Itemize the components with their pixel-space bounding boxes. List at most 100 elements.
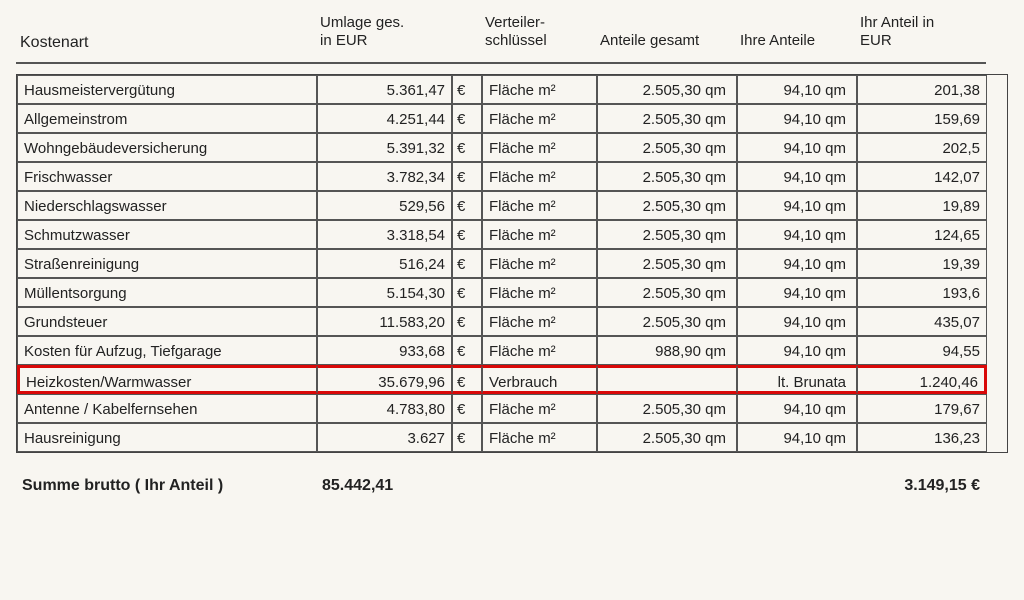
cell-total: 2.505,30 qm: [597, 191, 737, 220]
cell-amount: 11.583,20: [317, 307, 452, 336]
cell-total: 2.505,30 qm: [597, 278, 737, 307]
cell-yours: lt. Brunata: [737, 365, 857, 394]
table-row: Allgemeinstrom4.251,44€Fläche m²2.505,30…: [17, 104, 1007, 133]
cell-key: Fläche m²: [482, 394, 597, 423]
cell-share: 136,23: [857, 423, 987, 452]
cell-name: Wohngebäudeversicherung: [17, 133, 317, 162]
table-row: Müllentsorgung5.154,30€Fläche m²2.505,30…: [17, 278, 1007, 307]
cell-total: 2.505,30 qm: [597, 162, 737, 191]
cell-share: 159,69: [857, 104, 987, 133]
header-ihr-anteil-l2: EUR: [860, 32, 892, 49]
table-row: Hausmeistervergütung5.361,47€Fläche m²2.…: [17, 75, 1007, 104]
cell-share: 435,07: [857, 307, 987, 336]
cell-total: 988,90 qm: [597, 336, 737, 365]
cell-key: Fläche m²: [482, 307, 597, 336]
cell-share: 142,07: [857, 162, 987, 191]
table-footer: Summe brutto ( Ihr Anteil ) 85.442,41 3.…: [16, 475, 1008, 497]
cell-yours: 94,10 qm: [737, 423, 857, 452]
cell-name: Niederschlagswasser: [17, 191, 317, 220]
cell-name: Müllentsorgung: [17, 278, 317, 307]
cell-yours: 94,10 qm: [737, 133, 857, 162]
cell-name: Grundsteuer: [17, 307, 317, 336]
cell-name: Hausmeistervergütung: [17, 75, 317, 104]
cell-amount: 5.154,30: [317, 278, 452, 307]
table-header: Kostenart Umlage ges. in EUR Verteiler- …: [16, 12, 1008, 64]
cell-amount: 4.783,80: [317, 394, 452, 423]
cell-key: Fläche m²: [482, 162, 597, 191]
cell-currency: €: [452, 423, 482, 452]
cell-share: 19,89: [857, 191, 987, 220]
cell-currency: €: [452, 191, 482, 220]
cell-yours: 94,10 qm: [737, 220, 857, 249]
cell-amount: 35.679,96: [317, 365, 452, 394]
header-verteiler-l1: Verteiler-: [485, 14, 545, 31]
cell-key: Fläche m²: [482, 75, 597, 104]
cell-yours: 94,10 qm: [737, 394, 857, 423]
cost-table: Hausmeistervergütung5.361,47€Fläche m²2.…: [16, 74, 1008, 453]
cell-total: 2.505,30 qm: [597, 104, 737, 133]
table-row: Niederschlagswasser529,56€Fläche m²2.505…: [17, 191, 1007, 220]
cell-name: Allgemeinstrom: [17, 104, 317, 133]
cell-total: 2.505,30 qm: [597, 133, 737, 162]
header-ihr-anteil-l1: Ihr Anteil in: [860, 14, 934, 31]
cell-total: 2.505,30 qm: [597, 423, 737, 452]
cell-yours: 94,10 qm: [737, 191, 857, 220]
header-ihr-anteil: Ihr Anteil in EUR: [856, 12, 986, 64]
cell-yours: 94,10 qm: [737, 307, 857, 336]
cell-name: Schmutzwasser: [17, 220, 317, 249]
cell-key: Verbrauch: [482, 365, 597, 394]
table-row: Antenne / Kabelfernsehen4.783,80€Fläche …: [17, 394, 1007, 423]
cell-yours: 94,10 qm: [737, 104, 857, 133]
header-kostenart: Kostenart: [16, 12, 316, 64]
cell-key: Fläche m²: [482, 220, 597, 249]
table-row: Schmutzwasser3.318,54€Fläche m²2.505,30 …: [17, 220, 1007, 249]
cell-amount: 4.251,44: [317, 104, 452, 133]
cell-amount: 529,56: [317, 191, 452, 220]
cell-name: Hausreinigung: [17, 423, 317, 452]
cell-currency: €: [452, 336, 482, 365]
header-umlage: Umlage ges. in EUR: [316, 12, 451, 64]
cell-name: Kosten für Aufzug, Tiefgarage: [17, 336, 317, 365]
cell-currency: €: [452, 133, 482, 162]
cell-share: 193,6: [857, 278, 987, 307]
cell-currency: €: [452, 75, 482, 104]
table-row: Wohngebäudeversicherung5.391,32€Fläche m…: [17, 133, 1007, 162]
table-row: Frischwasser3.782,34€Fläche m²2.505,30 q…: [17, 162, 1007, 191]
cell-currency: €: [452, 104, 482, 133]
cell-total: [597, 365, 737, 394]
table-row: Hausreinigung3.627€Fläche m²2.505,30 qm9…: [17, 423, 1007, 452]
cell-share: 1.240,46: [857, 365, 987, 394]
cell-share: 179,67: [857, 394, 987, 423]
header-kostenart-label: Kostenart: [20, 34, 88, 51]
cell-name: Frischwasser: [17, 162, 317, 191]
cell-yours: 94,10 qm: [737, 336, 857, 365]
cell-amount: 516,24: [317, 249, 452, 278]
cell-share: 201,38: [857, 75, 987, 104]
cell-key: Fläche m²: [482, 133, 597, 162]
cell-amount: 5.391,32: [317, 133, 452, 162]
cell-name: Heizkosten/Warmwasser: [17, 365, 317, 394]
table-row: Kosten für Aufzug, Tiefgarage933,68€Fläc…: [17, 336, 1007, 365]
table-row: Grundsteuer11.583,20€Fläche m²2.505,30 q…: [17, 307, 1007, 336]
header-umlage-l1: Umlage ges.: [320, 14, 404, 31]
cell-amount: 933,68: [317, 336, 452, 365]
cell-currency: €: [452, 249, 482, 278]
cell-yours: 94,10 qm: [737, 162, 857, 191]
header-anteile-gesamt-label: Anteile gesamt: [600, 32, 699, 49]
cell-key: Fläche m²: [482, 249, 597, 278]
cell-amount: 3.318,54: [317, 220, 452, 249]
cell-amount: 3.782,34: [317, 162, 452, 191]
header-spacer: [451, 12, 481, 64]
cost-allocation-page: Kostenart Umlage ges. in EUR Verteiler- …: [0, 0, 1024, 507]
cell-currency: €: [452, 220, 482, 249]
header-verteiler: Verteiler- schlüssel: [481, 12, 596, 64]
cell-share: 124,65: [857, 220, 987, 249]
cell-total: 2.505,30 qm: [597, 394, 737, 423]
cell-key: Fläche m²: [482, 191, 597, 220]
cell-total: 2.505,30 qm: [597, 75, 737, 104]
cell-share: 19,39: [857, 249, 987, 278]
cell-key: Fläche m²: [482, 423, 597, 452]
cell-yours: 94,10 qm: [737, 249, 857, 278]
cell-yours: 94,10 qm: [737, 75, 857, 104]
cell-name: Straßenreinigung: [17, 249, 317, 278]
